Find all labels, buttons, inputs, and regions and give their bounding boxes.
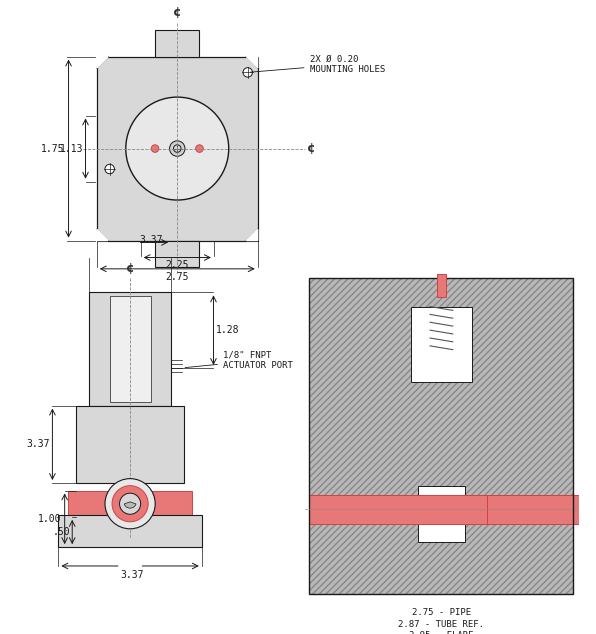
Bar [309, 278, 573, 594]
Text: 1.00: 1.00 [38, 514, 62, 524]
Circle shape [120, 493, 141, 514]
Bar [69, 491, 192, 517]
Bar [89, 292, 171, 406]
Text: 2X Ø 0.20
MOUNTING HOLES: 2X Ø 0.20 MOUNTING HOLES [250, 55, 385, 74]
Bar [156, 240, 199, 267]
Text: 1.13: 1.13 [60, 143, 83, 153]
Bar [309, 495, 596, 524]
Bar [97, 56, 257, 240]
Text: 2.75 - PIPE: 2.75 - PIPE [412, 609, 471, 618]
Text: 3.37: 3.37 [26, 439, 49, 450]
Text: 3.37: 3.37 [120, 570, 144, 579]
Bar [411, 307, 471, 382]
Bar [309, 278, 573, 594]
Polygon shape [246, 230, 257, 240]
Polygon shape [97, 56, 108, 68]
Text: 3.37: 3.37 [139, 235, 163, 245]
Circle shape [151, 145, 159, 152]
Text: ¢: ¢ [173, 6, 182, 19]
Text: ¢: ¢ [126, 262, 135, 275]
Text: ¢: ¢ [307, 142, 315, 155]
Bar [76, 406, 184, 483]
Polygon shape [246, 56, 257, 68]
Bar [487, 495, 573, 524]
Circle shape [126, 97, 229, 200]
Text: 1/8" FNPT
ACTUATOR PORT: 1/8" FNPT ACTUATOR PORT [185, 351, 293, 370]
Circle shape [105, 479, 155, 529]
Text: 1.75: 1.75 [41, 143, 65, 153]
Text: 2.87 - TUBE REF.: 2.87 - TUBE REF. [398, 620, 485, 629]
Bar [437, 273, 446, 297]
Bar [58, 515, 201, 547]
Circle shape [105, 164, 114, 174]
Text: .50: .50 [52, 527, 70, 537]
Circle shape [195, 145, 203, 152]
Circle shape [112, 486, 148, 522]
Circle shape [169, 141, 185, 157]
Bar [418, 486, 465, 543]
Bar [156, 30, 199, 56]
Text: 2.75: 2.75 [166, 272, 189, 281]
Circle shape [243, 68, 253, 77]
Text: 3.95 - FLARE: 3.95 - FLARE [409, 631, 474, 634]
Text: 2.25: 2.25 [166, 261, 189, 270]
Wedge shape [124, 502, 136, 508]
Polygon shape [97, 230, 108, 240]
Circle shape [173, 145, 181, 152]
Bar [309, 278, 573, 594]
Bar [110, 296, 151, 402]
Text: 1.28: 1.28 [216, 325, 240, 335]
